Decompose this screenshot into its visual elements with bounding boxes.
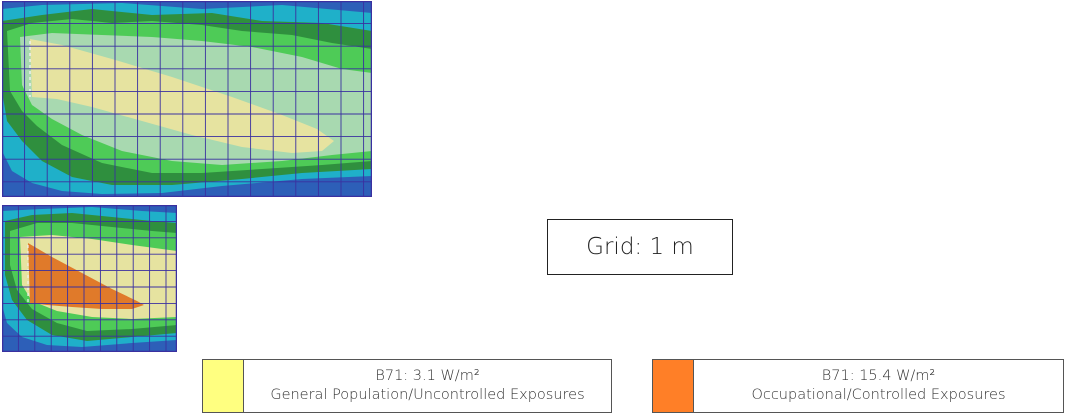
- legend-text: B71: 3.1 W/m² General Population/Uncontr…: [244, 360, 611, 412]
- exposure-map-occupational: [2, 205, 177, 352]
- legend-category: General Population/Uncontrolled Exposure…: [270, 387, 585, 403]
- legend-swatch-yellow: [203, 360, 244, 412]
- grid-lines: [2, 205, 177, 352]
- map-border: [2, 1, 372, 197]
- exposure-map-general: [2, 1, 372, 197]
- grid-lines: [2, 1, 372, 197]
- legend-swatch-orange: [653, 360, 694, 412]
- zone-orange: [28, 243, 144, 309]
- legend-text: B71: 15.4 W/m² Occupational/Controlled E…: [694, 360, 1063, 412]
- map-border: [2, 205, 177, 352]
- zone-pale-yellow: [30, 39, 334, 153]
- legend-value: B71: 15.4 W/m²: [821, 368, 936, 384]
- legend-category: Occupational/Controlled Exposures: [751, 387, 1006, 403]
- legend-general-population: B71: 3.1 W/m² General Population/Uncontr…: [202, 359, 612, 413]
- grid-scale-label: Grid: 1 m: [547, 219, 733, 275]
- legend-value: B71: 3.1 W/m²: [375, 368, 480, 384]
- legend-occupational: B71: 15.4 W/m² Occupational/Controlled E…: [652, 359, 1064, 413]
